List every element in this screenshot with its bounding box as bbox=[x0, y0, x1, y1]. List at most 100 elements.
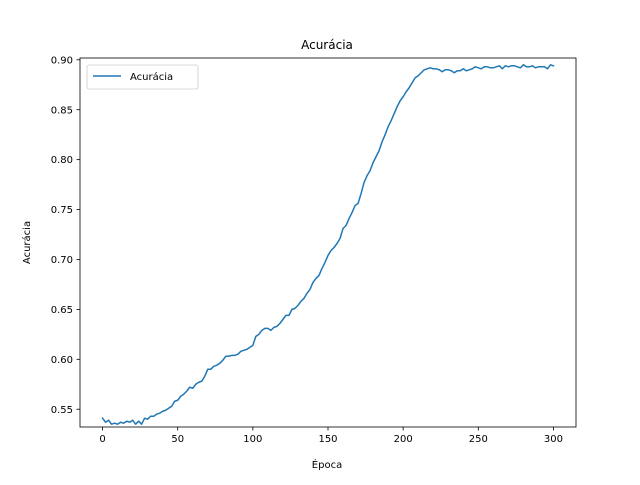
data-point bbox=[357, 203, 358, 204]
y-axis: 0.55 0.60 0.65 0.70 0.75 0.80 0.85 0.90 bbox=[51, 55, 80, 416]
data-point bbox=[451, 70, 452, 71]
data-point bbox=[418, 75, 419, 76]
data-point bbox=[300, 301, 301, 302]
data-point bbox=[508, 66, 509, 67]
data-point bbox=[397, 106, 398, 107]
data-point bbox=[376, 156, 377, 157]
data-point bbox=[505, 65, 506, 66]
data-point bbox=[324, 262, 325, 263]
data-point bbox=[318, 275, 319, 276]
data-point bbox=[174, 401, 175, 402]
data-point bbox=[150, 416, 151, 417]
data-point bbox=[400, 100, 401, 101]
x-tick-label: 300 bbox=[544, 434, 563, 445]
data-point bbox=[273, 327, 274, 328]
data-point bbox=[114, 423, 115, 424]
y-tick-label: 0.55 bbox=[51, 405, 73, 416]
data-point bbox=[153, 416, 154, 417]
data-point bbox=[424, 69, 425, 70]
data-point bbox=[237, 354, 238, 355]
data-point bbox=[141, 424, 142, 425]
data-point bbox=[339, 238, 340, 239]
data-point bbox=[327, 255, 328, 256]
data-point bbox=[541, 66, 542, 67]
data-point bbox=[430, 67, 431, 68]
data-point bbox=[463, 68, 464, 69]
data-point bbox=[147, 419, 148, 420]
data-point bbox=[436, 68, 437, 69]
data-point bbox=[276, 326, 277, 327]
data-point bbox=[120, 422, 121, 423]
data-point bbox=[330, 250, 331, 251]
data-point bbox=[228, 356, 229, 357]
data-point bbox=[336, 243, 337, 244]
data-point bbox=[394, 113, 395, 114]
data-point bbox=[493, 67, 494, 68]
data-point bbox=[117, 424, 118, 425]
data-point bbox=[168, 408, 169, 409]
data-point bbox=[303, 298, 304, 299]
y-tick-label: 0.70 bbox=[51, 255, 73, 266]
data-point bbox=[523, 64, 524, 65]
data-point bbox=[246, 349, 247, 350]
data-point bbox=[529, 66, 530, 67]
data-point bbox=[240, 351, 241, 352]
data-point bbox=[297, 305, 298, 306]
plot-content bbox=[101, 64, 555, 425]
data-point bbox=[553, 65, 554, 66]
data-point bbox=[369, 170, 370, 171]
data-point bbox=[249, 347, 250, 348]
data-point bbox=[105, 422, 106, 423]
data-point bbox=[517, 66, 518, 67]
data-point bbox=[460, 70, 461, 71]
data-point bbox=[514, 65, 515, 66]
data-point bbox=[342, 228, 343, 229]
data-point bbox=[445, 69, 446, 70]
data-point bbox=[478, 67, 479, 68]
data-point bbox=[315, 278, 316, 279]
x-axis: 0 50 100 150 200 250 300 bbox=[99, 427, 563, 445]
data-point bbox=[129, 422, 130, 423]
data-point bbox=[291, 309, 292, 310]
data-point bbox=[204, 376, 205, 377]
x-tick-label: 200 bbox=[394, 434, 413, 445]
data-point bbox=[102, 418, 103, 419]
data-point bbox=[267, 328, 268, 329]
data-point bbox=[123, 423, 124, 424]
data-point bbox=[496, 66, 497, 67]
data-point bbox=[406, 91, 407, 92]
y-axis-label: Acurácia bbox=[21, 221, 33, 264]
chart-title: Acurácia bbox=[301, 38, 353, 52]
data-point bbox=[189, 387, 190, 388]
data-point bbox=[177, 400, 178, 401]
data-point bbox=[132, 420, 133, 421]
data-point bbox=[487, 66, 488, 67]
data-point bbox=[520, 67, 521, 68]
data-point bbox=[111, 424, 112, 425]
data-point bbox=[258, 334, 259, 335]
data-point bbox=[234, 355, 235, 356]
data-point bbox=[354, 205, 355, 206]
data-point bbox=[421, 72, 422, 73]
data-point bbox=[270, 330, 271, 331]
data-point bbox=[180, 396, 181, 397]
data-point bbox=[207, 369, 208, 370]
x-tick-label: 150 bbox=[318, 434, 337, 445]
data-point bbox=[201, 381, 202, 382]
data-point bbox=[264, 328, 265, 329]
data-point bbox=[360, 193, 361, 194]
data-point bbox=[213, 366, 214, 367]
legend-box bbox=[86, 64, 199, 90]
data-point bbox=[382, 141, 383, 142]
data-point bbox=[171, 406, 172, 407]
data-point bbox=[403, 96, 404, 97]
data-point bbox=[156, 414, 157, 415]
x-tick-label: 100 bbox=[243, 434, 262, 445]
data-point bbox=[192, 388, 193, 389]
data-point bbox=[466, 70, 467, 71]
data-point bbox=[415, 77, 416, 78]
data-point bbox=[475, 66, 476, 67]
data-point bbox=[321, 268, 322, 269]
data-point bbox=[243, 350, 244, 351]
